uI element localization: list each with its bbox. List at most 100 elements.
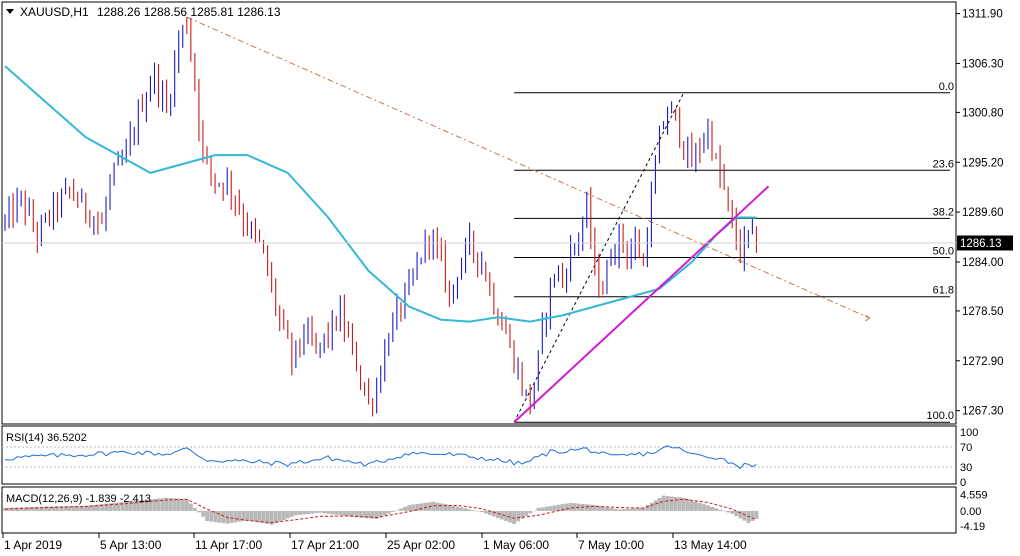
- macd-histogram-bar: [548, 506, 553, 511]
- macd-histogram-bar: [637, 507, 642, 511]
- macd-histogram-bar: [229, 510, 234, 523]
- time-tick-label: 25 Apr 02:00: [387, 538, 455, 552]
- macd-histogram-bar: [136, 500, 141, 511]
- macd-histogram-bar: [140, 500, 145, 511]
- macd-histogram-bar: [455, 506, 460, 511]
- resistance-trendline: [186, 16, 870, 319]
- macd-histogram-bar: [273, 510, 278, 524]
- macd-label: MACD(12,26,9) -1.839 -2.413: [6, 493, 151, 505]
- macd-histogram-bar: [589, 504, 593, 511]
- macd-histogram-bar: [346, 510, 351, 517]
- time-tick-label: 7 May 10:00: [578, 538, 644, 552]
- macd-histogram-bar: [366, 510, 371, 519]
- macd-histogram-bar: [189, 503, 193, 511]
- macd-histogram-bar: [742, 510, 747, 521]
- macd-histogram-bar: [160, 498, 165, 511]
- current-price-tag: [957, 235, 1013, 251]
- price-tick-label: 1295.20: [962, 157, 1004, 169]
- macd-histogram-bar: [55, 506, 60, 511]
- macd-histogram-bar: [516, 510, 521, 522]
- macd-histogram-bar: [205, 510, 209, 522]
- time-tick-label: 1 Apr 2019: [4, 538, 62, 552]
- macd-histogram-bar: [298, 510, 302, 515]
- macd-histogram-bar: [100, 504, 104, 511]
- macd-histogram-bar: [310, 510, 314, 514]
- macd-histogram-bar: [609, 508, 613, 511]
- macd-histogram-bar: [463, 508, 468, 511]
- macd-histogram-bar: [750, 510, 755, 521]
- macd-histogram-bar: [661, 495, 666, 511]
- macd-histogram-bar: [698, 502, 702, 511]
- macd-histogram-bar: [362, 510, 367, 518]
- macd-histogram-bar: [19, 507, 24, 511]
- rsi-tick-label: 0: [960, 477, 966, 489]
- macd-histogram-bar: [500, 510, 504, 520]
- macd-histogram-bar: [415, 504, 420, 511]
- uptrend-line: [513, 185, 770, 423]
- macd-histogram-bar: [681, 497, 686, 511]
- macd-histogram-bar: [641, 507, 646, 511]
- macd-histogram-bar: [532, 510, 537, 512]
- macd-histogram-bar: [193, 508, 197, 511]
- macd-histogram-bar: [322, 510, 327, 514]
- macd-histogram-bar: [84, 505, 88, 511]
- macd-histogram-bar: [39, 506, 44, 511]
- dropdown-triangle-icon[interactable]: [6, 9, 14, 14]
- macd-histogram-bar: [326, 510, 331, 514]
- time-tick-label: 13 May 14:00: [674, 538, 747, 552]
- macd-histogram-bar: [358, 510, 363, 518]
- macd-histogram-bar: [694, 501, 698, 511]
- time-tick-label: 5 Apr 13:00: [100, 538, 162, 552]
- macd-histogram-bar: [496, 510, 500, 518]
- macd-histogram-bar: [318, 510, 323, 513]
- rsi-panel-frame: [1, 425, 957, 485]
- macd-histogram-bar: [383, 510, 387, 516]
- rsi-line: [4, 445, 757, 470]
- macd-histogram-bar: [484, 510, 488, 514]
- fib-swing-line: [513, 92, 685, 423]
- macd-histogram-bar: [512, 510, 516, 524]
- macd-histogram-bar: [164, 497, 169, 511]
- price-tick-label: 1267.30: [962, 406, 1004, 418]
- macd-histogram-bar: [35, 506, 40, 511]
- macd-histogram-bar: [124, 501, 129, 511]
- time-tick-label: 1 May 06:00: [483, 538, 549, 552]
- macd-histogram-bar: [132, 501, 137, 511]
- macd-histogram-bar: [585, 504, 589, 511]
- macd-histogram-bar: [686, 499, 690, 511]
- macd-histogram-bar: [407, 505, 411, 511]
- rsi-tick-label: 70: [960, 442, 972, 454]
- macd-histogram-bar: [673, 496, 678, 511]
- fibonacci-levels: 0.0 23.6 38.2 50.0 61.8 100.0: [514, 81, 954, 423]
- rsi-label: RSI(14) 36.5202: [6, 432, 87, 444]
- macd-histogram-bar: [213, 510, 218, 523]
- macd-histogram-bar: [710, 506, 714, 511]
- macd-histogram-bar: [374, 510, 379, 519]
- macd-histogram-bar: [564, 503, 569, 511]
- macd-histogram-bar: [112, 503, 117, 511]
- candles: [4, 16, 757, 417]
- macd-histogram-bar: [80, 505, 84, 511]
- macd-histogram-bar: [706, 505, 710, 511]
- macd-histogram-bar: [168, 498, 173, 511]
- moving-average: [4, 65, 757, 323]
- macd-histogram-bar: [560, 504, 565, 511]
- macd-histogram-bar: [116, 502, 121, 511]
- macd-histogram-bar: [241, 510, 246, 522]
- fib-level-label: 38.2: [933, 206, 954, 218]
- current-price-label: 1286.13: [960, 238, 1002, 250]
- macd-histogram-bar: [601, 506, 605, 511]
- macd-histogram-bar: [51, 506, 56, 511]
- macd-histogram-bar: [294, 510, 298, 516]
- macd-histogram-bar: [31, 507, 36, 511]
- macd-histogram-bar: [653, 500, 658, 511]
- price-tick-label: 1306.30: [962, 58, 1004, 70]
- macd-histogram-bar: [92, 505, 96, 511]
- macd-histogram-bar: [172, 498, 177, 511]
- macd-histogram-bar: [419, 503, 424, 511]
- macd-tick-label: -4.19: [960, 521, 985, 533]
- macd-histogram-bar: [265, 510, 270, 524]
- macd-histogram-bar: [387, 510, 391, 514]
